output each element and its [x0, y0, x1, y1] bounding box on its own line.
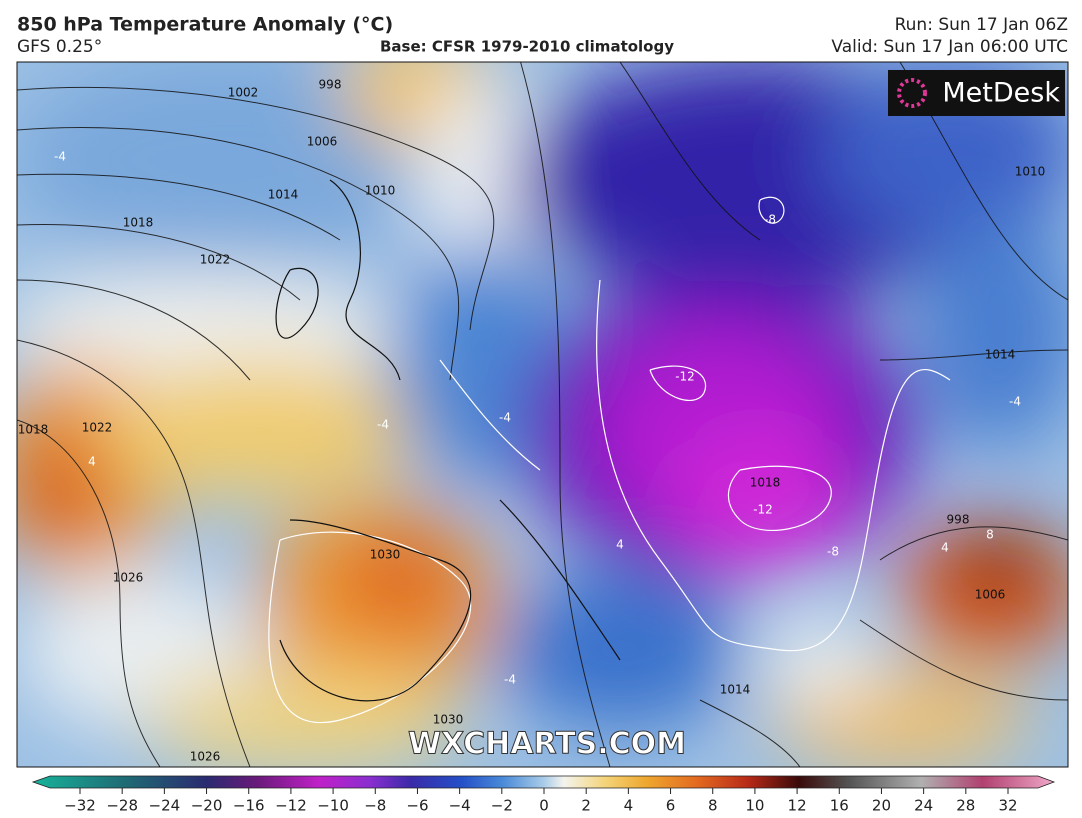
isobar-label: 1010 — [1015, 165, 1046, 179]
colorbar-tick-label: −16 — [233, 797, 265, 815]
base: Base: CFSR 1979-2010 climatology — [380, 38, 674, 56]
isobar-label: 1018 — [750, 476, 781, 490]
isobar-label: 1006 — [307, 135, 338, 149]
colorbar-tick-label: −32 — [64, 797, 96, 815]
isobar-label: 1030 — [433, 713, 464, 727]
anomaly-label: -4 — [504, 673, 516, 687]
colorbar-tick-label: 6 — [666, 797, 676, 815]
isobar-label: 998 — [947, 513, 970, 527]
run: Run: Sun 17 Jan 06Z — [895, 15, 1068, 35]
colorbar-tick-label: −4 — [449, 797, 471, 815]
isobar-label: 1010 — [365, 184, 396, 198]
isobar-label: 1018 — [18, 423, 49, 437]
isobar-label: 998 — [319, 78, 342, 92]
colorbar-tick-label: −24 — [149, 797, 181, 815]
map: 998 1002 1006 1010 1014 1018 1022 1022 1018 1026 1… — [17, 62, 1068, 767]
isobar-label: 1014 — [720, 683, 751, 697]
colorbar-tick-label: −6 — [406, 797, 428, 815]
anomaly-label: -4 — [377, 418, 389, 432]
logo-box — [888, 70, 1065, 116]
title: 850 hPa Temperature Anomaly (°C) — [17, 14, 393, 36]
anomaly-label: -12 — [675, 370, 695, 384]
colorbar-tick-label: −20 — [191, 797, 223, 815]
colorbar-tick-label: 16 — [830, 797, 849, 815]
colorbar-tick-label: 8 — [708, 797, 718, 815]
colorbar-tick-label: 32 — [998, 797, 1017, 815]
isobar-label: 1018 — [123, 216, 154, 230]
isobar-label: 1022 — [82, 421, 113, 435]
colorbar-tick-label: 28 — [956, 797, 975, 815]
colorbar-tick-label: −10 — [317, 797, 349, 815]
anomaly-label: -12 — [753, 503, 773, 517]
colorbar-tick-label: 20 — [872, 797, 891, 815]
anomaly-label: -4 — [54, 150, 66, 164]
colorbar-tick-label: 0 — [539, 797, 549, 815]
isobar-label: 1006 — [975, 588, 1006, 602]
colorbar-tick-label: 12 — [788, 797, 807, 815]
isobar-label: 1030 — [370, 548, 401, 562]
colorbar — [31, 775, 1056, 789]
isobar-label: 1002 — [228, 86, 259, 100]
colorbar-tick-label: 2 — [581, 797, 591, 815]
model: GFS 0.25° — [17, 37, 102, 57]
anomaly-label: 4 — [616, 538, 624, 552]
anomaly-label: -8 — [764, 213, 776, 227]
isobar-label: 1014 — [985, 348, 1016, 362]
anomaly-label: -8 — [827, 545, 839, 559]
colorbar-tick-label: −2 — [491, 797, 513, 815]
anomaly-label: 8 — [986, 528, 994, 542]
logo: MetDesk — [942, 78, 1060, 109]
colorbar-tick-label: −28 — [106, 797, 138, 815]
colorbar-tick-label: 10 — [745, 797, 764, 815]
watermark: WXCHARTS.COM — [408, 727, 686, 762]
colorbar-tick-label: −8 — [364, 797, 386, 815]
anomaly-label: 4 — [88, 455, 96, 469]
isobar-label: 1022 — [200, 253, 231, 267]
anomaly-label: 4 — [941, 541, 949, 555]
isobar-label: 1014 — [268, 188, 299, 202]
isobar-label: 1026 — [113, 571, 144, 585]
colorbar-tick-label: 4 — [624, 797, 634, 815]
isobar-label: 1026 — [190, 750, 221, 764]
valid: Valid: Sun 17 Jan 06:00 UTC — [831, 37, 1068, 57]
anomaly-label: -4 — [499, 411, 511, 425]
anomaly-label: -4 — [1009, 395, 1021, 409]
colorbar-tick-label: 24 — [914, 797, 933, 815]
colorbar-tick-label: −12 — [275, 797, 307, 815]
